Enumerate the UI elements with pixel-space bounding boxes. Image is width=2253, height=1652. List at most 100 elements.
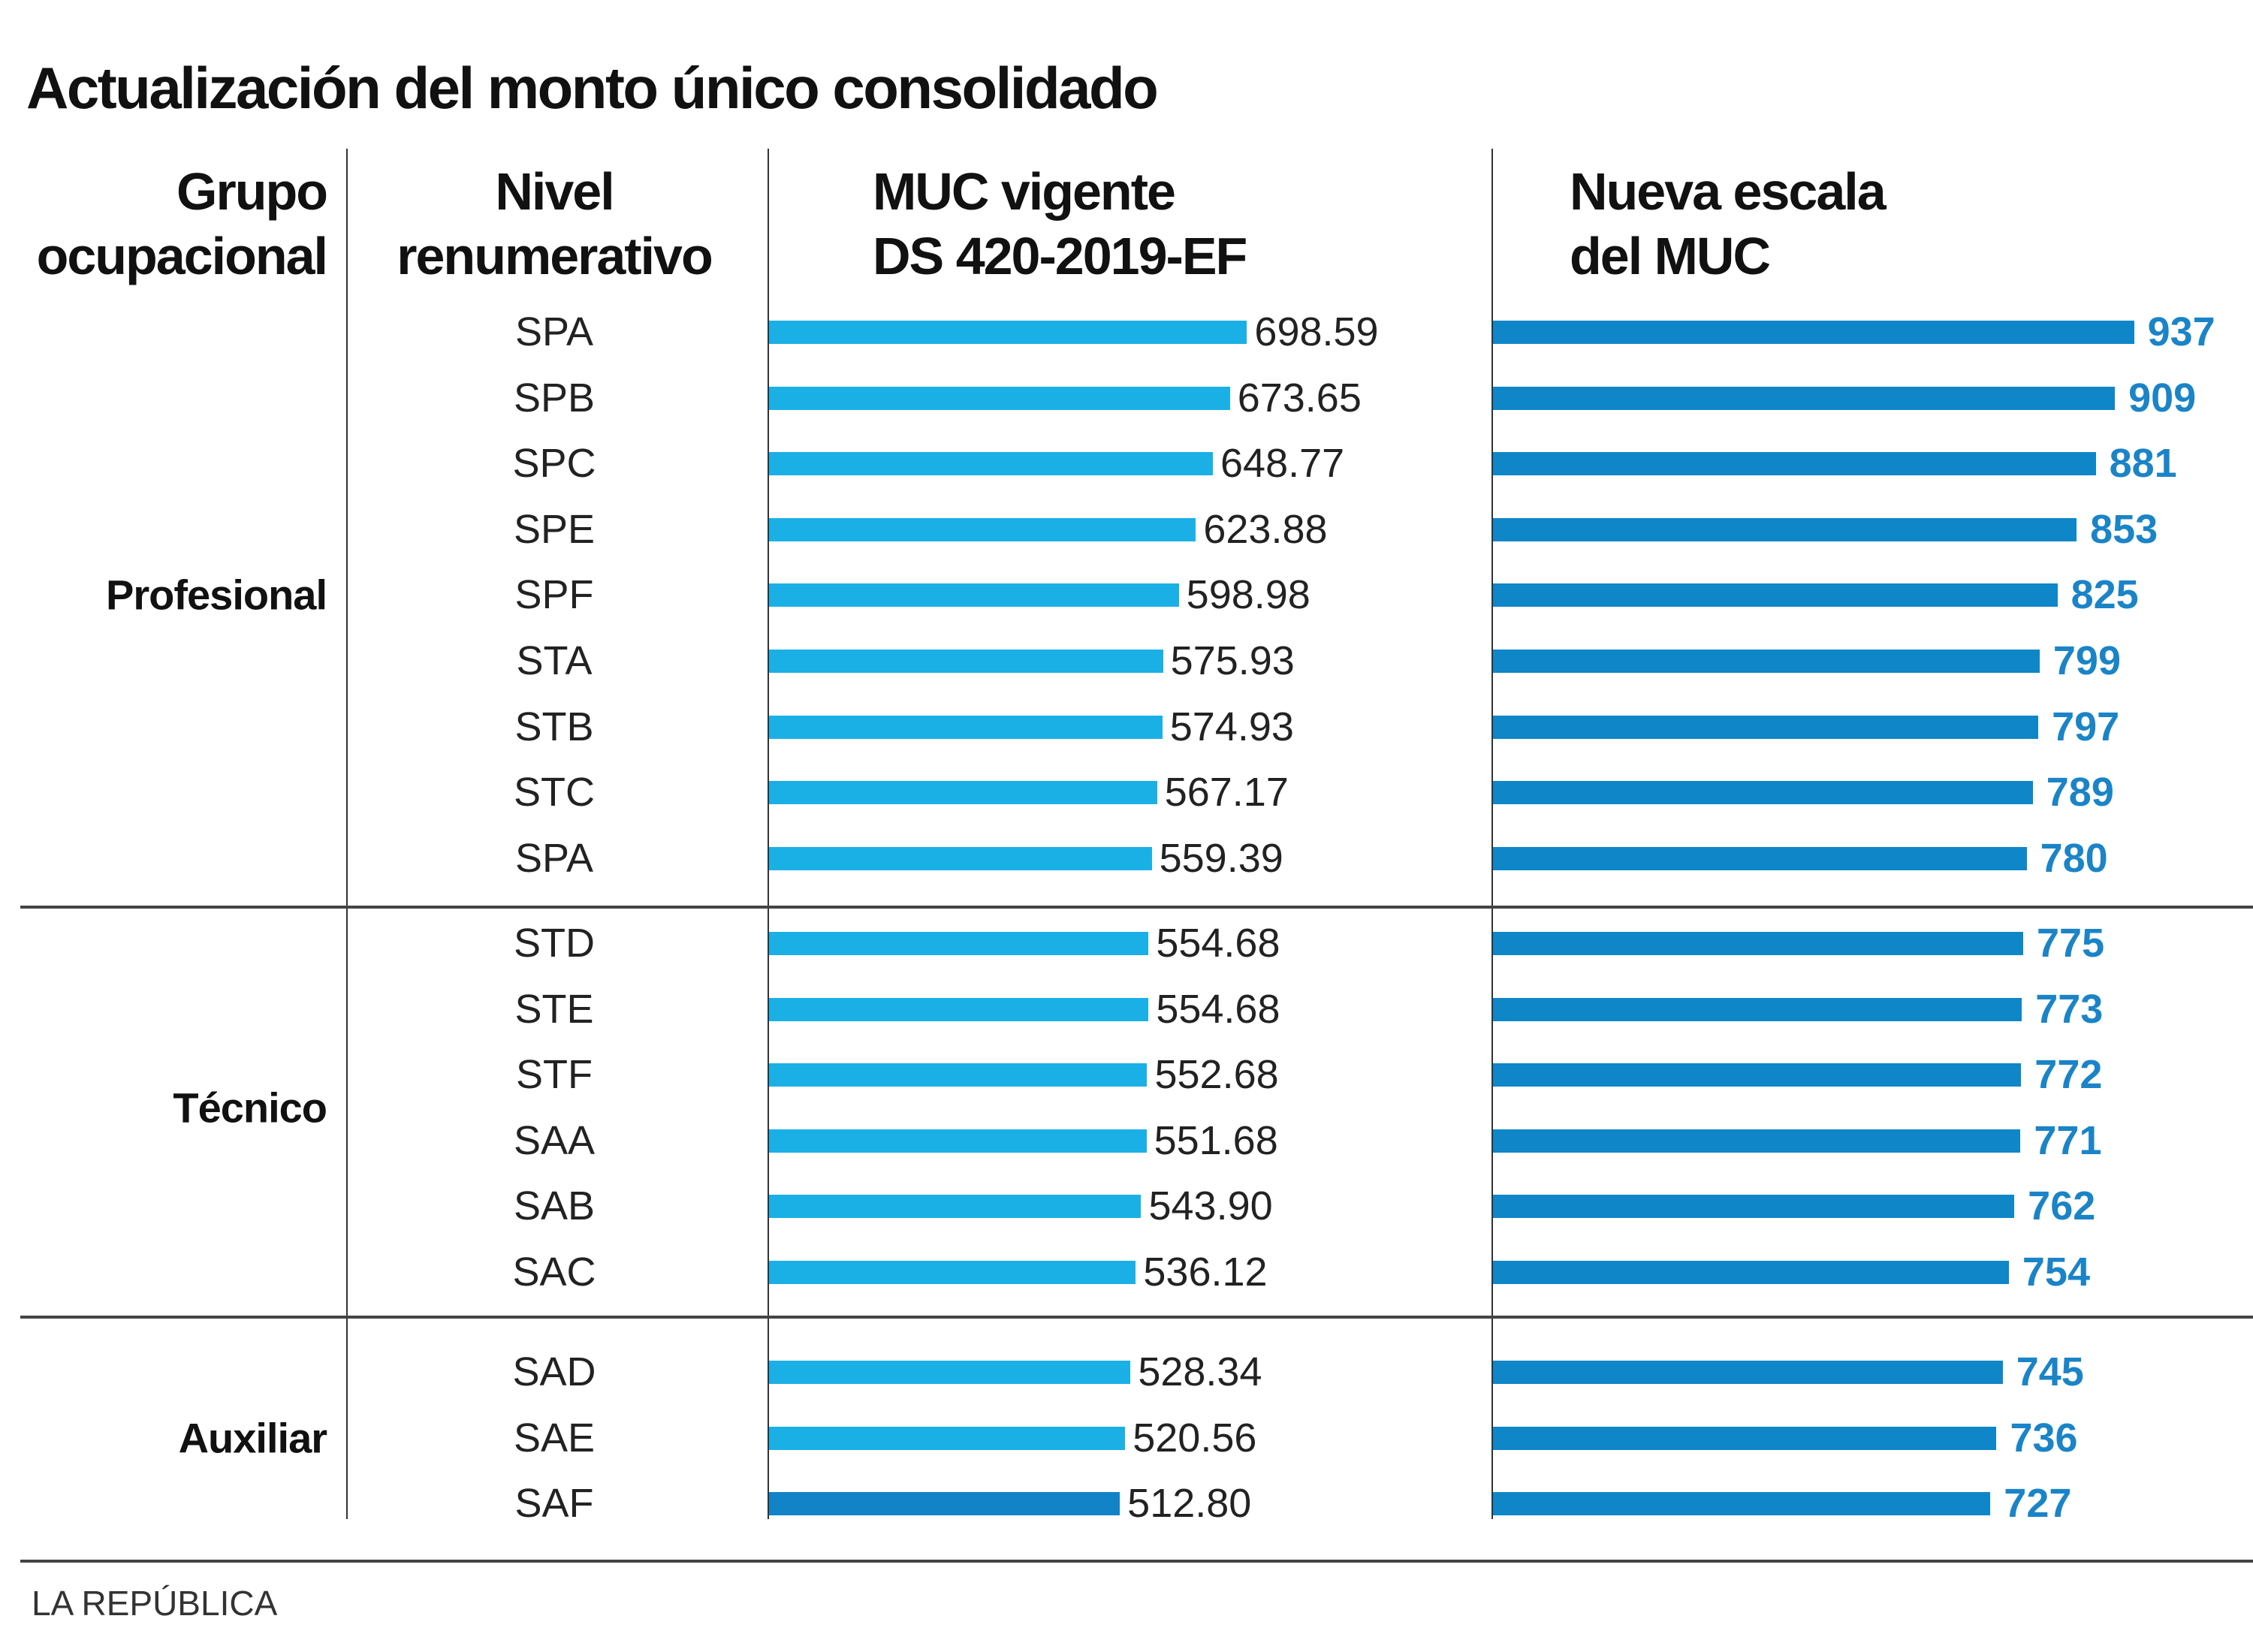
nueva-escala-value: 799 — [2052, 638, 2121, 683]
muc-vigente-value: 551.68 — [1154, 1117, 1278, 1163]
muc-vigente-bar — [769, 583, 1179, 607]
nivel-label: STA — [516, 638, 593, 683]
nueva-escala-value: 797 — [2052, 704, 2120, 749]
nivel-label: SPC — [512, 441, 596, 487]
header-nivel-line1: Nivel — [495, 162, 614, 221]
nivel-label: SAC — [512, 1250, 596, 1295]
nueva-escala-bar — [1493, 1361, 2003, 1384]
nivel-label: SPB — [513, 375, 596, 421]
nivel-label: SPE — [513, 506, 596, 552]
nueva-escala-value: 909 — [2128, 375, 2197, 421]
muc-vigente-bar — [769, 321, 1247, 344]
muc-vigente-bar — [769, 1361, 1131, 1384]
muc-vigente-bar — [769, 1426, 1126, 1450]
nivel-label: SPF — [514, 572, 594, 618]
nivel-label: SAB — [513, 1183, 596, 1229]
chart-title: Actualización del monto único consolidad… — [26, 55, 1159, 121]
muc-vigente-bar — [769, 1195, 1142, 1219]
nueva-escala-bar — [1493, 846, 2027, 870]
muc-vigente-value: 536.12 — [1143, 1250, 1268, 1295]
nueva-escala-bar — [1493, 1063, 2022, 1087]
footer-divider — [20, 1560, 2253, 1563]
nueva-escala-value: 754 — [2022, 1250, 2090, 1295]
nueva-escala-value: 772 — [2034, 1052, 2103, 1098]
muc-vigente-bar — [769, 1261, 1136, 1284]
muc-vigente-value: 598.98 — [1186, 572, 1310, 618]
muc-vigente-bar — [769, 1129, 1147, 1153]
nueva-escala-value: 825 — [2071, 572, 2139, 618]
nueva-escala-value: 937 — [2147, 309, 2215, 354]
nivel-label: SPA — [514, 835, 594, 881]
nueva-escala-value: 771 — [2034, 1117, 2102, 1163]
muc-vigente-bar — [769, 846, 1152, 870]
group-label: Técnico — [173, 1084, 327, 1132]
muc-vigente-value: 567.17 — [1164, 770, 1289, 815]
muc-vigente-bar — [769, 517, 1196, 541]
nueva-escala-bar — [1493, 583, 2058, 607]
nueva-escala-bar — [1493, 452, 2096, 476]
header-grupo-line1: Grupo — [176, 162, 328, 221]
group-label: Profesional — [106, 571, 327, 619]
header-nueva-escala: Nueva escala del MUC — [1570, 159, 1887, 288]
nivel-label: SAF — [514, 1481, 594, 1527]
nivel-label: STC — [514, 770, 595, 815]
muc-vigente-value: 623.88 — [1203, 506, 1328, 552]
nueva-escala-value: 762 — [2028, 1183, 2096, 1229]
source-credit: LA REPÚBLICA — [32, 1584, 278, 1623]
group-label: Auxiliar — [178, 1414, 327, 1462]
group-divider — [20, 906, 2253, 909]
nueva-escala-bar — [1493, 1129, 2021, 1153]
muc-vigente-value: 673.65 — [1237, 375, 1362, 421]
nivel-label: SPA — [514, 309, 594, 354]
nueva-escala-value: 780 — [2040, 835, 2108, 881]
group-divider — [20, 1316, 2253, 1319]
header-grupo: Grupo ocupacional — [37, 159, 328, 288]
muc-vigente-bar — [769, 781, 1157, 805]
muc-vigente-value: 698.59 — [1254, 309, 1379, 354]
header-muc-vigente-line1: MUC vigente — [873, 162, 1176, 221]
nueva-escala-bar — [1493, 517, 2077, 541]
header-nueva-escala-line2: del MUC — [1570, 227, 1771, 285]
muc-vigente-value: 648.77 — [1220, 441, 1345, 487]
header-nivel: Nivel renumerativo — [397, 159, 713, 288]
column-divider — [1491, 149, 1493, 1519]
muc-vigente-value: 559.39 — [1159, 835, 1283, 881]
nivel-label: STE — [514, 986, 594, 1032]
nueva-escala-bar — [1493, 932, 2024, 955]
muc-vigente-value: 552.68 — [1154, 1052, 1279, 1098]
muc-vigente-value: 520.56 — [1133, 1415, 1257, 1461]
muc-vigente-bar — [769, 386, 1230, 410]
nueva-escala-value: 789 — [2046, 770, 2114, 815]
muc-vigente-bar — [769, 715, 1163, 739]
nueva-escala-bar — [1493, 1492, 1991, 1516]
nueva-escala-value: 727 — [2004, 1481, 2072, 1527]
header-nivel-line2: renumerativo — [397, 227, 713, 285]
header-muc-vigente-line2: DS 420-2019-EF — [873, 227, 1247, 285]
nivel-label: SAD — [512, 1349, 596, 1394]
nueva-escala-bar — [1493, 781, 2033, 805]
nueva-escala-bar — [1493, 321, 2134, 344]
muc-vigente-bar — [769, 997, 1149, 1021]
nivel-label: STD — [514, 921, 595, 966]
nueva-escala-value: 853 — [2090, 506, 2158, 552]
muc-vigente-value: 574.93 — [1169, 704, 1294, 749]
muc-vigente-bar — [769, 452, 1214, 476]
muc-vigente-value: 575.93 — [1170, 638, 1295, 683]
muc-vigente-value: 543.90 — [1148, 1183, 1273, 1229]
muc-vigente-bar — [769, 932, 1149, 955]
nueva-escala-value: 745 — [2016, 1349, 2084, 1394]
nivel-label: STF — [516, 1052, 593, 1098]
nueva-escala-value: 775 — [2037, 921, 2105, 966]
column-divider — [768, 149, 769, 1519]
muc-vigente-value: 554.68 — [1156, 986, 1280, 1032]
nueva-escala-value: 736 — [2010, 1415, 2078, 1461]
nueva-escala-bar — [1493, 1195, 2015, 1219]
nueva-escala-bar — [1493, 997, 2022, 1021]
muc-vigente-bar — [769, 650, 1163, 673]
nueva-escala-bar — [1493, 386, 2116, 410]
nueva-escala-bar — [1493, 715, 2039, 739]
header-nueva-escala-line1: Nueva escala — [1570, 162, 1887, 221]
muc-vigente-bar — [769, 1492, 1120, 1516]
muc-vigente-value: 512.80 — [1127, 1481, 1252, 1527]
